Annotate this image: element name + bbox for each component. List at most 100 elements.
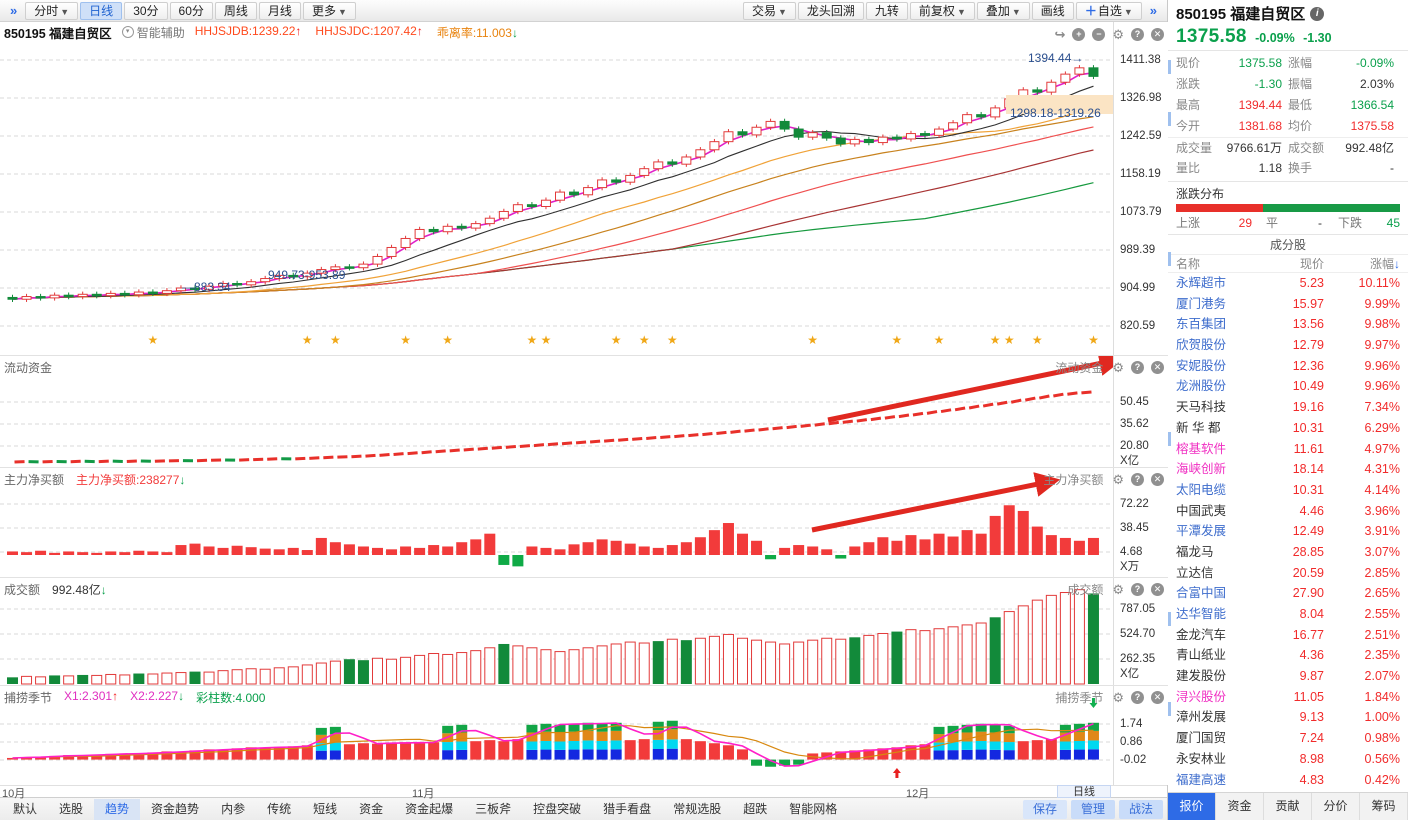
strategy-tab-超跌[interactable]: 超跌 [743,801,768,816]
net-close-icon[interactable]: ✕ [1151,473,1164,486]
season-close-icon[interactable]: ✕ [1151,691,1164,704]
strategy-tab-资金[interactable]: 资金 [359,801,384,816]
stock-pct-change: 0.42% [1364,772,1400,787]
restore-icon[interactable]: ↪ [1054,27,1066,42]
funds-close-icon[interactable]: ✕ [1151,361,1164,374]
component-stock-row[interactable]: 青山纸业 4.36 2.35% [1168,645,1408,666]
season-gear-icon[interactable]: ⚙ [1112,690,1124,705]
component-stock-row[interactable]: 合富中国 27.90 2.65% [1168,583,1408,604]
period-tab-30分[interactable]: 30分 [124,1,168,20]
plot-main-svg: ★ ★ ★ ★ ★ ★ ★ ★ ★ ★ ★ ★ ★ ★ ★ ★ ★ [0,59,1113,347]
component-stock-row[interactable]: 立达信 20.59 2.85% [1168,563,1408,584]
stock-name: 龙洲股份 [1176,379,1227,394]
strategy-tab-资金起爆[interactable]: 资金起爆 [405,801,454,816]
component-stock-row[interactable]: 金龙汽车 16.77 2.51% [1168,625,1408,646]
tool-button-前复权[interactable]: 前复权 ▼ [909,1,975,20]
amount-close-icon[interactable]: ✕ [1151,583,1164,596]
period-tab-日线[interactable]: 日线 [80,1,123,20]
funds-gear-icon[interactable]: ⚙ [1112,360,1124,375]
strategy-tab-内参[interactable]: 内参 [221,801,246,816]
strategy-tab-资金趋势[interactable]: 资金趋势 [151,801,200,816]
period-tab-分时[interactable]: 分时 ▼ [25,1,79,20]
strategy-tab-智能网格[interactable]: 智能网格 [789,801,838,816]
stock-name: 中国武夷 [1176,503,1227,518]
amount-gear-icon[interactable]: ⚙ [1112,582,1124,597]
component-stock-row[interactable]: 欣贺股份 12.79 9.97% [1168,335,1408,356]
component-stock-row[interactable]: 福龙马 28.85 3.07% [1168,542,1408,563]
component-stock-row[interactable]: 新 华 都 10.31 6.29% [1168,418,1408,439]
more-right-icon[interactable]: » [1149,3,1157,18]
tool-button-龙头回溯[interactable]: 龙头回溯 [797,1,864,20]
period-tab-60分[interactable]: 60分 [169,1,213,20]
down-label: 下跌 [1338,216,1363,230]
strategy-tab-短线[interactable]: 短线 [313,801,338,816]
sidebar-tab-分价[interactable]: 分价 [1312,793,1360,820]
net-gear-icon[interactable]: ⚙ [1112,472,1124,487]
settings-gear-icon[interactable]: ⚙ [1112,27,1124,42]
strategy-tab-三板斧[interactable]: 三板斧 [475,801,512,816]
bottom-button-战法[interactable]: 战法 [1118,799,1163,819]
component-stock-row[interactable]: 达华智能 8.04 2.55% [1168,604,1408,625]
strategy-tab-常规选股[interactable]: 常规选股 [673,801,722,816]
strategy-tab-传统[interactable]: 传统 [267,801,292,816]
component-stock-row[interactable]: 中国武夷 4.46 3.96% [1168,501,1408,522]
component-stock-row[interactable]: 平潭发展 12.49 3.91% [1168,521,1408,542]
zoom-in-icon[interactable]: + [1072,28,1086,41]
funds-help-icon[interactable]: ? [1131,361,1144,374]
sidebar-tab-贡献[interactable]: 贡献 [1264,793,1312,820]
tool-button-九转[interactable]: 九转 [865,1,908,20]
season-help-icon[interactable]: ? [1131,691,1144,704]
close-icon[interactable]: ✕ [1151,28,1164,41]
sidebar-tab-筹码[interactable]: 筹码 [1360,793,1408,820]
quote-row: 今开 1381.68 均价 1375.58 [1168,116,1408,137]
component-stock-row[interactable]: 福建高速 4.83 0.42% [1168,770,1408,791]
col-name[interactable]: 名称 [1176,257,1201,271]
strategy-tab-趋势[interactable]: 趋势 [94,798,141,820]
info-icon[interactable]: i [1310,6,1325,21]
period-tab-更多[interactable]: 更多 ▼ [302,1,356,20]
amount-help-icon[interactable]: ? [1131,583,1144,596]
tool-button-叠加[interactable]: 叠加 ▼ [976,1,1030,20]
period-indicator[interactable]: 日线 [1057,785,1111,798]
sidebar-tab-资金[interactable]: 资金 [1216,793,1264,820]
period-tab-月线[interactable]: 月线 [258,1,301,20]
bottom-button-管理[interactable]: 管理 [1070,799,1115,819]
tool-button-交易[interactable]: 交易 ▼ [742,1,796,20]
tool-button-自选[interactable]: ＋自选 ▼ [1075,1,1142,20]
sidebar-tab-报价[interactable]: 报价 [1168,793,1216,820]
strategy-tab-默认[interactable]: 默认 [13,801,38,816]
strategy-tab-选股[interactable]: 选股 [59,801,84,816]
component-stock-row[interactable]: 漳州发展 9.13 1.00% [1168,707,1408,728]
period-tab-周线[interactable]: 周线 [214,1,257,20]
y-axis-label: 35.62 [1120,418,1149,430]
component-stock-row[interactable]: 东百集团 13.56 9.98% [1168,314,1408,335]
net-help-icon[interactable]: ? [1131,473,1144,486]
component-stock-row[interactable]: 永安林业 8.98 0.56% [1168,749,1408,770]
component-stock-row[interactable]: 永辉超市 5.23 10.11% [1168,273,1408,294]
component-stock-row[interactable]: 建发股份 9.87 2.07% [1168,666,1408,687]
help-icon[interactable]: ? [1131,28,1144,41]
sidebar-scrollbar[interactable] [1168,52,1171,792]
x-label-nov: 11月 [412,788,435,800]
zoom-out-icon[interactable]: − [1092,28,1106,41]
component-stock-row[interactable]: 安妮股份 12.36 9.96% [1168,356,1408,377]
strategy-tab-猎手看盘[interactable]: 猎手看盘 [603,801,652,816]
col-pct-sort[interactable]: 涨幅↓ [1369,257,1400,271]
bottom-button-保存[interactable]: 保存 [1022,799,1067,819]
col-price[interactable]: 现价 [1299,257,1324,271]
component-stock-row[interactable]: 天马科技 19.16 7.34% [1168,397,1408,418]
svg-text:★: ★ [990,333,1001,347]
strategy-tab-控盘突破[interactable]: 控盘突破 [533,801,582,816]
collapse-left-icon[interactable]: » [10,3,18,18]
component-stock-row[interactable]: 太阳电缆 10.31 4.14% [1168,480,1408,501]
smart-assist-toggle[interactable]: ▾ 智能辅助 [121,24,185,41]
tool-button-画线[interactable]: 画线 [1031,1,1074,20]
component-stock-row[interactable]: 浔兴股份 11.05 1.84% [1168,687,1408,708]
component-stock-row[interactable]: 厦门国贸 7.24 0.98% [1168,728,1408,749]
quote-row: 成交量 9766.61万 成交额 992.48亿 [1168,137,1408,158]
quote-value-涨跌: -1.30 [1254,77,1282,91]
component-stock-row[interactable]: 海峡创新 18.14 4.31% [1168,459,1408,480]
component-stock-row[interactable]: 龙洲股份 10.49 9.96% [1168,376,1408,397]
component-stock-row[interactable]: 榕基软件 11.61 4.97% [1168,439,1408,460]
component-stock-row[interactable]: 厦门港务 15.97 9.99% [1168,294,1408,315]
